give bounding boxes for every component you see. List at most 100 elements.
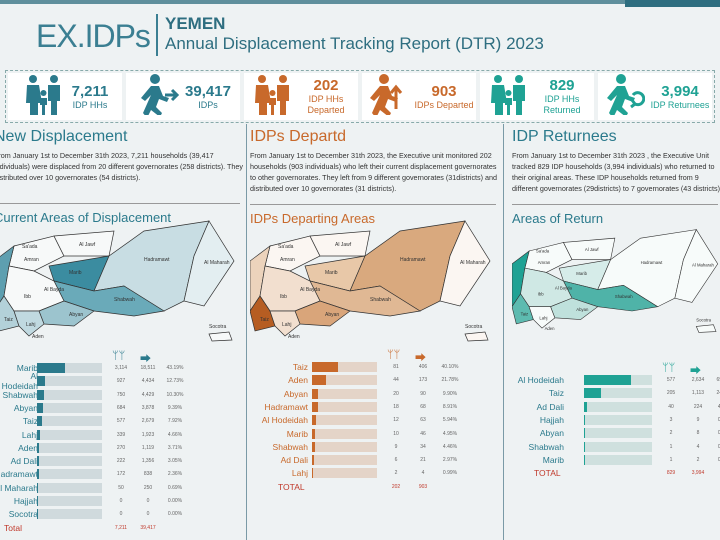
table-row: Lahj 2 4 0.99% [250,467,500,479]
percent-value: 0.12% [717,443,720,450]
section-idps-departed: IDPs Departd From January 1st to December… [250,124,500,540]
map-label: Hadramawt [641,260,664,265]
map-label: Lahj [282,322,291,328]
individuals-value: 21 [420,457,426,464]
individuals-value: 1,113 [691,390,705,397]
bar-track [37,469,102,480]
map-label: Socotra [465,324,482,330]
stat-value: 903 [431,82,457,100]
total-households: 202 [391,483,401,490]
map-label: Taiz [521,311,529,316]
governorate-name: Shabwah [272,441,308,452]
table-row: Aden 270 1,119 3.71% [0,442,244,454]
individuals-value: 224 [693,403,703,410]
stat-label: IDP Returnees [650,99,710,110]
table-row: Abyan 684 3,878 9.39% [0,402,244,414]
percent-value: 2.97% [442,457,458,464]
households-value: 927 [116,378,126,385]
map-label: Al Jawf [79,242,96,248]
stat-card: 39,417 IDPs [126,73,240,120]
governorate-name: Taiz [292,362,308,372]
percent-value: 4.46% [442,443,458,450]
map-label: Marib [69,270,82,276]
section-description: From January 1st to December 31th 2023 ,… [512,151,720,193]
households-value: 44 [393,377,399,384]
family-icon [487,73,531,120]
bar-fill [584,454,586,465]
stat-label: IDPs Departed [414,99,474,110]
stat-value: 202 [313,77,339,94]
column-divider [246,124,247,540]
percent-value: 5.94% [442,417,458,424]
governorate-lahj [269,310,301,337]
stat-value: 39,417 [185,82,231,100]
individuals-value: 18,511 [140,365,156,371]
governorate-map: Sa'ada Al Jawf Amran Marib Hadramawt Al Mahar… [0,220,235,342]
map-label: Al Bayda [555,286,573,291]
percent-value: 0.12% [717,456,720,463]
bar-fill [37,429,41,440]
individuals-value: 2,679 [141,418,155,425]
percent-value: 9.39% [167,404,183,411]
table-row: Hajjah 3 9 0.36% [512,414,720,426]
table-row: Lahj 339 1,923 4.66% [0,429,244,441]
individuals-value: 250 [143,484,153,491]
bar-fill [37,442,40,453]
map-label: Sa'ada [22,244,38,250]
households-value: 577 [116,418,126,425]
bar-track [312,455,377,466]
governorate-soc [695,324,717,333]
stat-card: 3,994 IDP Returnees [598,73,712,120]
percent-value: 8.91% [442,403,458,410]
bar-track [37,363,102,373]
stat-label: IDP HHs [72,99,108,110]
bar-fill [584,401,588,412]
bar-track [584,388,652,399]
bar-track [584,454,652,465]
map-title: Areas of Return [512,211,604,226]
map-label: Ibb [538,292,545,297]
bar-track [312,362,377,372]
governorate-soc [208,331,233,342]
country-title: YEMEN [165,14,226,33]
bar-track [37,402,102,413]
households-value: 0 [119,498,123,504]
map-label: Amran [280,257,295,263]
bar-track [312,388,377,399]
individuals-value: 838 [143,471,153,478]
bar-fill [37,469,39,480]
section-new-displacement: New Displacement From January 1st to Dece… [0,124,244,540]
map-label: Shabwah [114,297,135,303]
households-value: 81 [393,364,399,370]
map-label: Sa'ada [278,244,294,250]
bar-fill [312,401,318,412]
total-individuals: 903 [418,483,428,490]
map-label: Hadramawt [144,257,170,263]
bar-fill [37,402,44,413]
map-label: Aden [545,326,556,331]
individuals-value: 9 [696,416,700,423]
individuals-value: 173 [418,377,428,384]
individuals-icon: ⮕ [415,352,426,364]
bar-track [37,482,102,493]
bar-track [584,441,652,452]
governorate-name: Ad Dali [280,455,308,466]
map-label: Hadramawt [400,257,426,263]
table-row: Ad Dali 6 21 2.97% [250,454,500,466]
governorate-name: Hajjah [13,496,38,506]
percent-value: 3.71% [167,444,183,451]
households-value: 2 [394,470,398,477]
bar-fill [584,375,632,385]
map-label: Ibb [24,294,31,300]
map-label: Sa'ada [536,249,550,254]
individuals-value: 3,878 [141,404,155,411]
stat-label: IDPs [198,99,218,110]
map-label: Socotra [696,317,711,322]
governorate-name: Abyan [283,388,308,399]
map-label: Al Bayda [44,287,64,293]
governorate-soc [464,331,489,342]
bar-fill [584,388,601,399]
stat-label: IDP HHs Departed [307,94,345,115]
map-label: Al Maharah [692,262,714,267]
governorate-name: Hadramawt [264,401,308,412]
